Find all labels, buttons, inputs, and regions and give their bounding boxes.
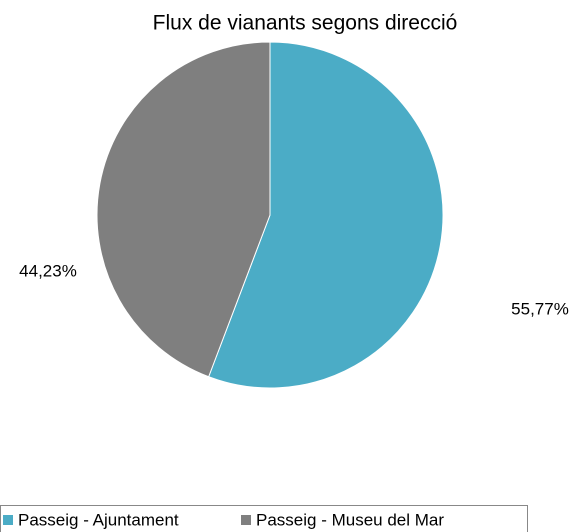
data-label: 55,77% xyxy=(511,299,569,318)
legend-label: Passeig - Museu del Mar xyxy=(256,510,444,529)
pie-slice xyxy=(208,41,444,389)
data-label: 44,23% xyxy=(19,261,77,280)
pie-slice xyxy=(96,41,271,378)
chart-title: Flux de vianants segons direcció xyxy=(153,12,458,35)
legend-box xyxy=(0,505,528,532)
legend-swatch xyxy=(3,515,13,525)
legend-swatch xyxy=(241,515,251,525)
legend-label: Passeig - Ajuntament xyxy=(18,510,179,529)
